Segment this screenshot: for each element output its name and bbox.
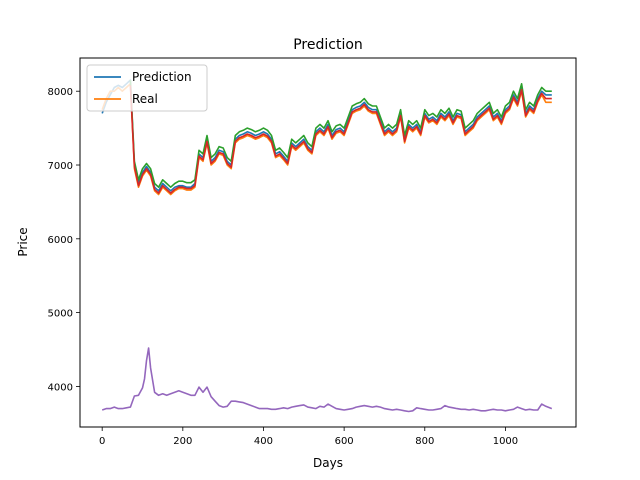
x-tick-label-4: 800 [415, 436, 434, 447]
x-tick-label-5: 1000 [493, 436, 518, 447]
legend: Prediction Real [86, 64, 208, 112]
y-tick-label-3: 7000 [48, 161, 73, 172]
x-tick-label-3: 600 [335, 436, 354, 447]
series-line-3 [129, 85, 552, 194]
series-line-0 [101, 79, 552, 192]
x-tick-label-2: 400 [254, 436, 273, 447]
y-tick-label-4: 8000 [48, 87, 73, 98]
y-axis-label: Price [16, 227, 30, 256]
axes-layer: 0 200 400 600 800 1000 4000 5000 6000 7000 8000 [48, 87, 519, 447]
y-tick-label-0: 4000 [48, 382, 73, 393]
legend-label-0: Prediction [132, 70, 192, 84]
series-line-2 [129, 80, 552, 188]
y-tick-label-1: 5000 [48, 309, 73, 320]
series-layer [101, 79, 553, 413]
y-tick-label-2: 6000 [48, 235, 73, 246]
plot-frame [79, 57, 577, 428]
series-line-4 [101, 347, 553, 413]
x-tick-label-1: 200 [173, 436, 192, 447]
legend-label-1: Real [132, 92, 158, 106]
chart-title: Prediction [293, 37, 363, 53]
x-tick-label-0: 0 [99, 436, 105, 447]
x-axis-label: Days [313, 456, 343, 470]
